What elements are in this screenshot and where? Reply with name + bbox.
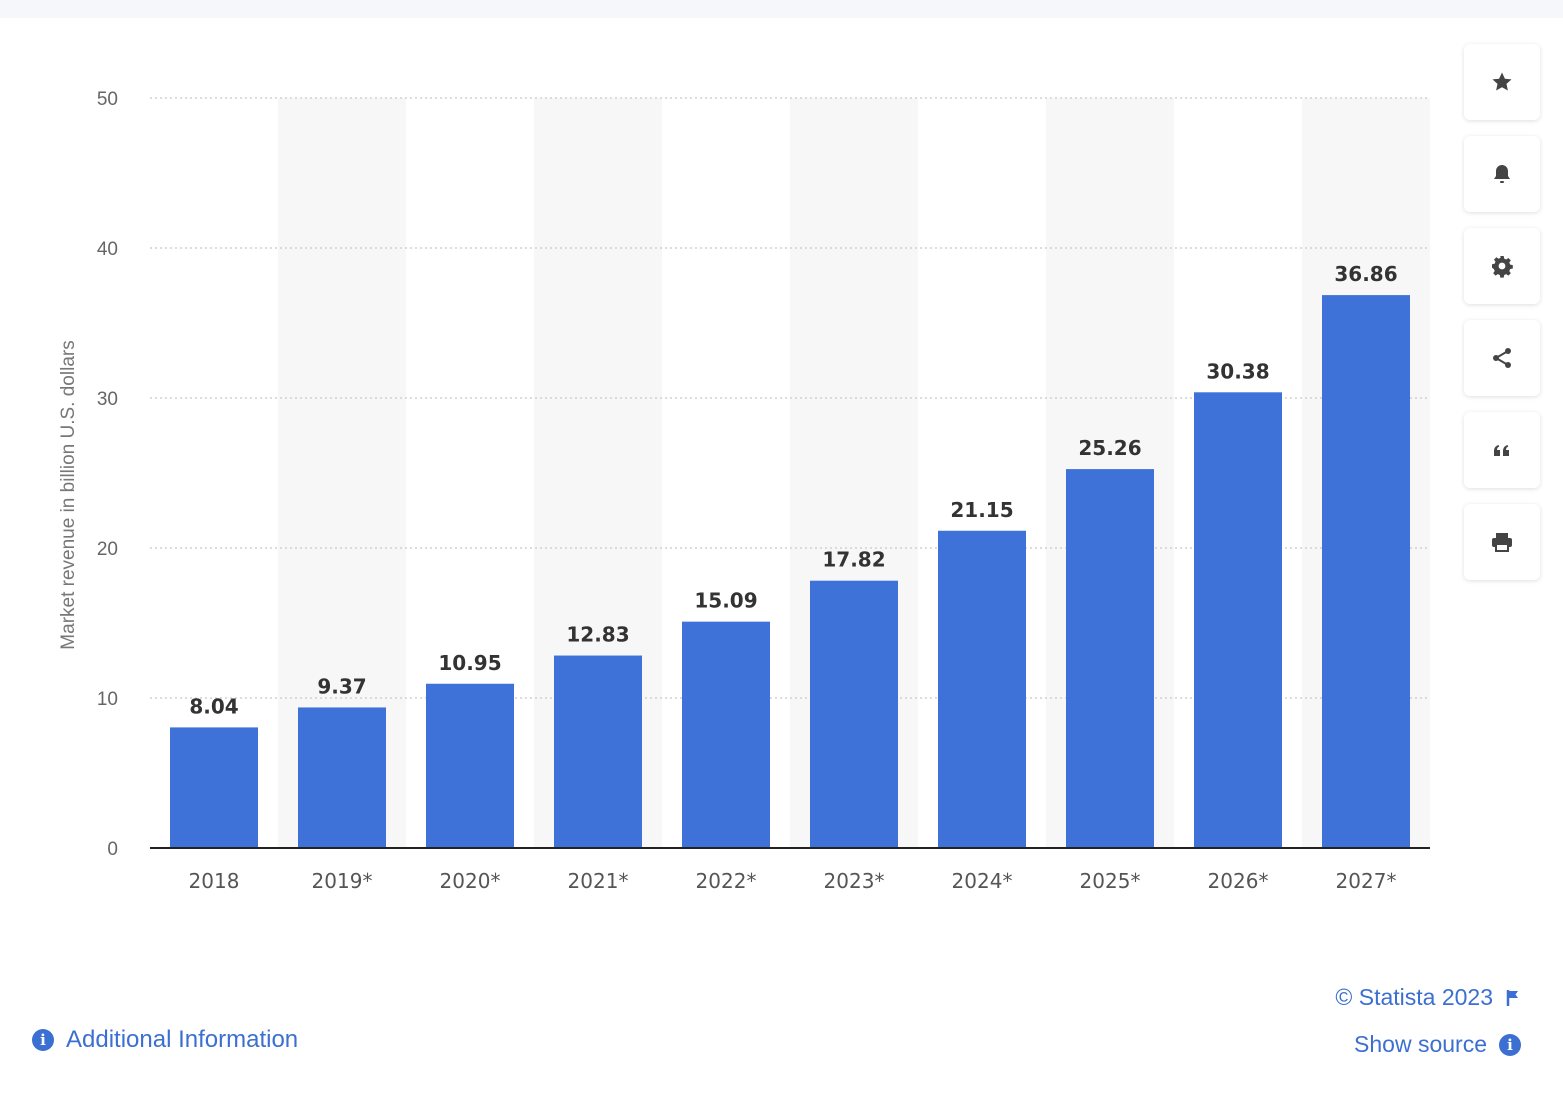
value-label: 12.83 <box>566 623 629 647</box>
y-tick-label: 40 <box>97 239 118 260</box>
value-label: 10.95 <box>438 651 501 675</box>
show-source-link[interactable]: Show source i <box>1354 1031 1521 1058</box>
notification-button[interactable] <box>1464 136 1540 212</box>
bar[interactable] <box>298 707 386 848</box>
value-label: 36.86 <box>1334 262 1397 286</box>
x-tick-label: 2021* <box>568 869 629 893</box>
bar[interactable] <box>810 580 898 848</box>
bar[interactable] <box>1066 469 1154 848</box>
x-tick-label: 2026* <box>1208 869 1269 893</box>
flag-icon[interactable] <box>1505 989 1521 1007</box>
y-tick-label: 30 <box>97 389 118 410</box>
y-axis-ticks: 0 10 20 30 40 50 <box>97 89 118 860</box>
copyright-line: © Statista 2023 <box>1335 984 1521 1011</box>
value-label: 25.26 <box>1078 436 1141 460</box>
bar[interactable] <box>554 655 642 848</box>
x-tick-label: 2020* <box>440 869 501 893</box>
share-button[interactable] <box>1464 320 1540 396</box>
star-icon <box>1492 72 1512 91</box>
x-tick-label: 2024* <box>952 869 1013 893</box>
gear-icon <box>1492 256 1513 278</box>
info-icon: i <box>32 1029 54 1051</box>
bar[interactable] <box>1322 295 1410 849</box>
quote-icon <box>1494 445 1509 456</box>
additional-information-label: Additional Information <box>66 1026 299 1053</box>
share-icon <box>1493 348 1511 368</box>
x-tick-label: 2027* <box>1336 869 1397 893</box>
bar[interactable] <box>170 727 258 848</box>
value-labels: 8.04 9.37 10.95 12.83 15.09 17.82 21.15 25.26 30… <box>189 262 1397 718</box>
print-icon <box>1492 533 1512 552</box>
value-label: 8.04 <box>189 694 238 718</box>
bar[interactable] <box>682 621 770 848</box>
bar[interactable] <box>426 683 514 848</box>
y-axis-label: Market revenue in billion U.S. dollars <box>58 340 79 649</box>
bar[interactable] <box>1194 392 1282 848</box>
value-label: 17.82 <box>822 548 885 572</box>
x-axis-ticks: 2018 2019* 2020* 2021* 2022* 2023* 2024* 2025* 2… <box>189 869 1397 893</box>
value-label: 21.15 <box>950 498 1013 522</box>
print-button[interactable] <box>1464 504 1540 580</box>
y-tick-label: 20 <box>97 539 118 560</box>
x-tick-label: 2019* <box>312 869 373 893</box>
copyright-text[interactable]: © Statista 2023 <box>1335 984 1493 1010</box>
bars <box>170 295 1410 849</box>
y-tick-label: 0 <box>107 839 118 860</box>
toolbar <box>1464 44 1540 596</box>
x-tick-label: 2022* <box>696 869 757 893</box>
favorite-button[interactable] <box>1464 44 1540 120</box>
settings-button[interactable] <box>1464 228 1540 304</box>
cite-button[interactable] <box>1464 412 1540 488</box>
value-label: 30.38 <box>1206 359 1269 383</box>
info-icon: i <box>1499 1033 1521 1056</box>
additional-information-link[interactable]: i Additional Information <box>32 1026 298 1054</box>
x-tick-label: 2018 <box>189 869 240 893</box>
x-tick-label: 2025* <box>1080 869 1141 893</box>
value-label: 15.09 <box>694 589 757 613</box>
y-tick-label: 50 <box>97 89 118 110</box>
bell-icon <box>1494 165 1510 183</box>
bar[interactable] <box>938 530 1026 848</box>
y-tick-label: 10 <box>97 689 118 710</box>
show-source-label: Show source <box>1354 1031 1487 1057</box>
x-tick-label: 2023* <box>824 869 885 893</box>
value-label: 9.37 <box>317 674 366 698</box>
